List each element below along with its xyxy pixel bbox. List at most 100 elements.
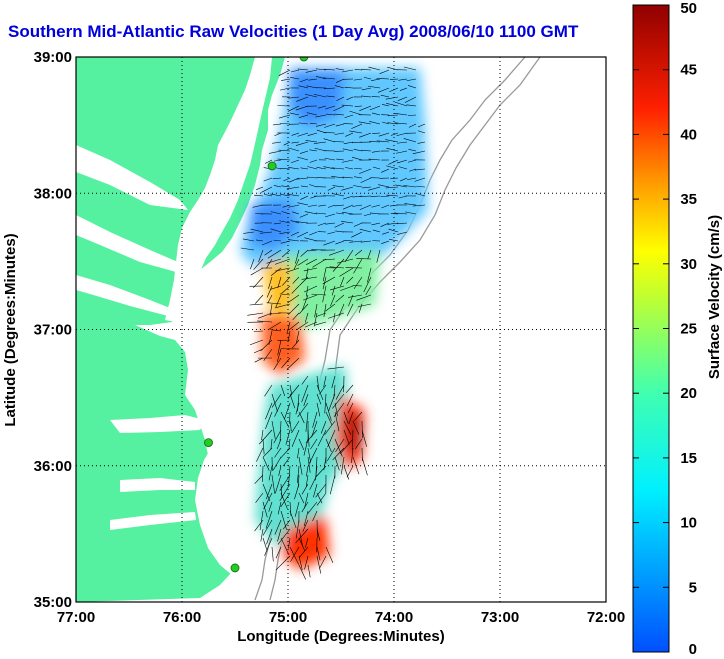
velocity-vector: [253, 330, 264, 332]
velocity-vector: [277, 528, 282, 542]
velocity-vector: [316, 167, 327, 170]
velocity-vector: [298, 528, 304, 547]
velocity-vector: [306, 465, 309, 477]
velocity-vector: [307, 564, 311, 578]
y-tick-label: 35:00: [34, 594, 72, 611]
velocity-vector: [390, 78, 399, 80]
velocity-vector: [396, 150, 408, 154]
velocity-vector: [359, 132, 372, 138]
velocity-vector: [283, 519, 291, 530]
velocity-vector: [360, 240, 372, 243]
velocity-vector: [343, 195, 354, 200]
velocity-vector: [278, 149, 291, 152]
velocity-vector: [273, 357, 282, 370]
velocity-vector: [367, 267, 372, 283]
velocity-vector: [289, 393, 296, 409]
velocity-vector: [398, 78, 408, 81]
velocity-vector: [290, 231, 300, 236]
velocity-vector: [313, 312, 318, 327]
velocity-vector: [354, 176, 363, 179]
velocity-vector: [284, 402, 291, 420]
velocity-vector: [327, 447, 336, 462]
velocity-vector: [270, 228, 282, 233]
velocity-vector: [385, 139, 399, 143]
velocity-vector: [295, 221, 309, 224]
velocity-vector: [266, 258, 273, 269]
colorbar-tick-label: 5: [689, 579, 697, 596]
velocity-vector: [417, 123, 426, 128]
velocity-vector: [333, 141, 345, 143]
velocity-vector: [306, 258, 318, 265]
velocity-vector: [240, 247, 255, 251]
velocity-vector: [332, 393, 345, 409]
velocity-vector: [304, 211, 318, 215]
velocity-vector: [344, 249, 354, 263]
velocity-vector: [277, 158, 291, 161]
velocity-vector: [268, 150, 282, 154]
velocity-vector: [340, 276, 345, 287]
velocity-vector: [399, 87, 408, 91]
velocity-field-south: [255, 365, 350, 550]
velocity-vector: [343, 411, 349, 424]
velocity-vector: [324, 393, 327, 414]
velocity-vector: [365, 285, 372, 296]
velocity-vector: [297, 258, 309, 266]
velocity-vector: [329, 249, 345, 256]
velocity-vector: [262, 465, 264, 482]
velocity-vector: [266, 258, 282, 264]
velocity-vector: [341, 186, 354, 191]
velocity-vector: [301, 276, 318, 280]
velocity-vector: [273, 159, 282, 162]
x-tick-label: 77:00: [57, 609, 95, 626]
velocity-vector: [346, 276, 354, 284]
velocity-vector: [276, 348, 282, 363]
velocity-vector: [255, 492, 264, 503]
velocity-field-slow: [290, 70, 345, 128]
velocity-vector: [274, 474, 282, 494]
velocity-vector: [334, 204, 345, 207]
velocity-vector: [315, 68, 327, 71]
velocity-vector: [307, 447, 311, 463]
velocity-vector: [295, 330, 300, 344]
velocity-vector: [304, 312, 309, 323]
velocity-vector: [354, 249, 363, 256]
velocity-vector: [300, 167, 309, 170]
velocity-vector: [286, 186, 300, 190]
velocity-vector: [264, 537, 273, 556]
velocity-vector: [344, 114, 354, 119]
velocity-vector: [397, 231, 408, 235]
velocity-vector: [316, 465, 327, 477]
velocity-vector: [296, 321, 309, 331]
velocity-vector: [286, 321, 291, 334]
velocity-vector: [309, 231, 318, 236]
velocity-vector: [298, 303, 309, 315]
velocity-vector: [407, 85, 417, 89]
velocity-vector: [351, 123, 363, 129]
velocity-vector: [271, 546, 274, 562]
velocity-vector: [327, 366, 345, 370]
velocity-vector: [278, 465, 282, 476]
velocity-vector: [342, 148, 354, 152]
velocity-vector: [335, 212, 345, 215]
velocity-vector: [253, 348, 264, 354]
velocity-vector: [299, 213, 309, 218]
velocity-vector: [343, 239, 354, 242]
velocity-vector: [247, 312, 264, 316]
velocity-vector: [322, 258, 336, 261]
velocity-vector: [289, 420, 292, 432]
velocity-vector: [315, 212, 327, 215]
velocity-vector: [334, 456, 340, 471]
y-tick-label: 38:00: [34, 185, 72, 202]
velocity-vector: [257, 320, 273, 323]
velocity-vector: [262, 483, 271, 502]
x-axis-label: Longitude (Degrees:Minutes): [237, 628, 445, 645]
velocity-vector: [298, 537, 306, 552]
velocity-vector: [324, 157, 336, 161]
velocity-vector: [371, 112, 381, 116]
velocity-vector: [268, 312, 282, 315]
velocity-vector: [297, 68, 309, 71]
velocity-vector: [342, 211, 354, 215]
velocity-vector: [387, 66, 399, 71]
velocity-vector: [282, 276, 291, 286]
velocity-vector: [262, 537, 268, 551]
